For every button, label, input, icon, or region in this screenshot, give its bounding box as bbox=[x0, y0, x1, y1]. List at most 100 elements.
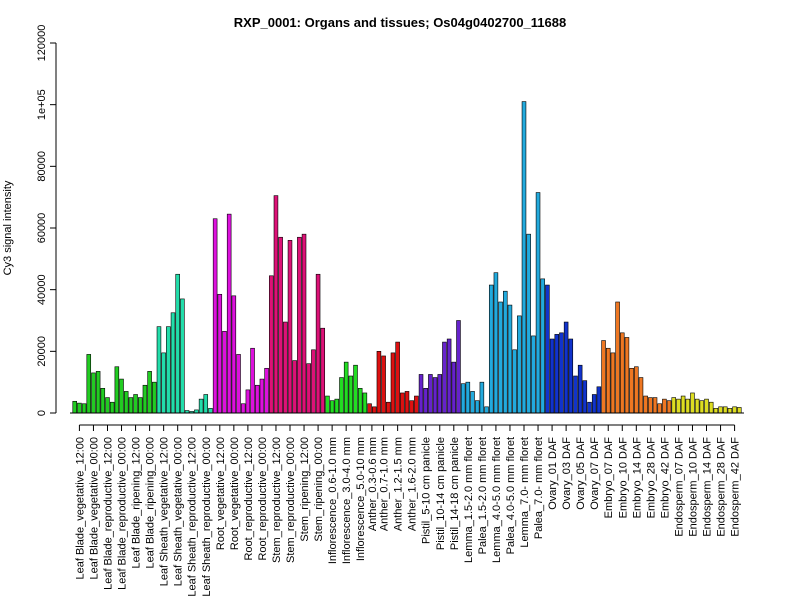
bar bbox=[77, 402, 82, 414]
bar bbox=[376, 351, 382, 414]
bar bbox=[386, 401, 391, 414]
bar bbox=[507, 304, 513, 414]
x-tick-label: Root_reproductive_12:00 bbox=[243, 437, 255, 561]
bar bbox=[615, 301, 620, 414]
bar bbox=[442, 341, 447, 414]
bar bbox=[166, 326, 171, 414]
bar bbox=[591, 394, 597, 414]
bar bbox=[175, 273, 180, 414]
bar bbox=[114, 366, 120, 414]
bar bbox=[573, 375, 578, 414]
x-tick-label: Embryo_28 DAF bbox=[645, 437, 657, 519]
bar bbox=[343, 361, 349, 414]
bar bbox=[610, 352, 616, 414]
x-tick-label: Endosperm_42 DAF bbox=[730, 437, 742, 537]
bar bbox=[568, 338, 574, 414]
bar bbox=[100, 388, 106, 414]
bar bbox=[671, 397, 676, 414]
bar bbox=[222, 330, 227, 414]
y-tick-label: 40000 bbox=[36, 274, 48, 305]
x-tick-label: Embryo_07 DAF bbox=[603, 437, 615, 519]
bar bbox=[577, 364, 583, 414]
x-tick-label: Endosperm_28 DAF bbox=[716, 437, 728, 537]
bar bbox=[713, 408, 719, 414]
x-tick-label: Leaf Blade_ripening_00:00 bbox=[145, 437, 157, 569]
bar bbox=[381, 355, 386, 414]
bar bbox=[479, 381, 485, 414]
bar bbox=[329, 400, 335, 414]
bar bbox=[722, 406, 728, 414]
bar bbox=[390, 352, 396, 414]
bar bbox=[72, 400, 77, 414]
bar bbox=[254, 384, 260, 414]
bar bbox=[503, 290, 508, 414]
bar bbox=[273, 195, 279, 414]
x-tick-label: Anther_1.2-1.5 mm bbox=[393, 437, 405, 531]
x-tick-label: Ovary_03 DAF bbox=[561, 437, 573, 510]
y-tick-label: 0 bbox=[36, 410, 48, 416]
x-tick-label: Lemma_1.5-2.0 mm floret bbox=[463, 437, 475, 563]
y-tick-label: 20000 bbox=[36, 336, 48, 367]
bar bbox=[138, 397, 143, 414]
bar bbox=[662, 398, 667, 414]
x-tick-label: Root_vegetative_12:00 bbox=[215, 437, 227, 550]
x-tick-label: Palea_7.0- mm floret bbox=[533, 437, 545, 539]
x-tick-label: Leaf Blade_reproductive_12:00 bbox=[102, 437, 114, 590]
bar bbox=[484, 406, 489, 414]
bar bbox=[428, 374, 433, 414]
x-tick-label: Leaf Sheath_reproductive_12:00 bbox=[187, 437, 199, 597]
bar bbox=[203, 394, 209, 414]
bar bbox=[128, 397, 134, 414]
x-tick-label: Ovary_01 DAF bbox=[547, 437, 559, 510]
x-tick-label: Embryo_42 DAF bbox=[659, 437, 671, 519]
y-tick-label: 80000 bbox=[36, 151, 48, 182]
bar bbox=[147, 371, 152, 414]
x-tick-label: Lemma_4.0-5.0 mm floret bbox=[491, 437, 503, 563]
bar bbox=[133, 394, 138, 414]
bar bbox=[437, 374, 443, 414]
bar bbox=[109, 401, 115, 414]
bar bbox=[699, 400, 705, 414]
x-tick-label: Leaf Sheath_vegetative_00:00 bbox=[173, 437, 185, 586]
bar bbox=[737, 407, 742, 414]
bar bbox=[708, 401, 714, 414]
x-tick-label: Lemma_7.0- mm floret bbox=[519, 437, 531, 548]
x-tick-label: Pistil_14-18 cm panicle bbox=[449, 437, 461, 550]
y-tick-label: 120000 bbox=[36, 25, 48, 62]
bar bbox=[680, 395, 686, 414]
bar bbox=[156, 326, 162, 414]
bar bbox=[451, 361, 457, 414]
bar bbox=[311, 349, 316, 414]
bar bbox=[732, 406, 737, 414]
bar bbox=[180, 298, 185, 414]
x-tick-label: Endosperm_10 DAF bbox=[687, 437, 699, 537]
bar bbox=[605, 347, 611, 414]
bar bbox=[648, 397, 653, 414]
x-tick-label: Stem_ripening_12:00 bbox=[299, 437, 311, 542]
bar bbox=[325, 395, 330, 414]
x-tick-label: Ovary_07 DAF bbox=[589, 437, 601, 510]
x-tick-label: Leaf Blade_ripening_12:00 bbox=[131, 437, 143, 569]
bar bbox=[245, 389, 251, 414]
bar bbox=[432, 377, 438, 414]
bar bbox=[348, 375, 354, 414]
bar bbox=[531, 335, 536, 414]
x-tick-label: Anther_1.6-2.0 mm bbox=[407, 437, 419, 531]
bar bbox=[690, 392, 695, 414]
x-tick-label: Leaf Blade_reproductive_00:00 bbox=[117, 437, 129, 590]
x-tick-label: Inflorescence_5.0-10 mm bbox=[355, 437, 367, 561]
x-tick-label: Leaf Blade_vegetative_12:00 bbox=[74, 437, 86, 580]
bar bbox=[727, 408, 733, 414]
bar bbox=[367, 403, 372, 414]
bar bbox=[694, 398, 700, 414]
bar bbox=[86, 354, 92, 414]
bar bbox=[718, 406, 723, 414]
bar bbox=[81, 403, 87, 414]
bar bbox=[292, 360, 297, 414]
bar bbox=[587, 401, 592, 414]
x-tick-label: Pistil_5-10 cm panicle bbox=[421, 437, 433, 544]
bar bbox=[306, 363, 311, 414]
bar bbox=[629, 367, 634, 414]
x-tick-label: Pistil_10-14 cm panicle bbox=[435, 437, 447, 550]
bar bbox=[208, 408, 213, 414]
